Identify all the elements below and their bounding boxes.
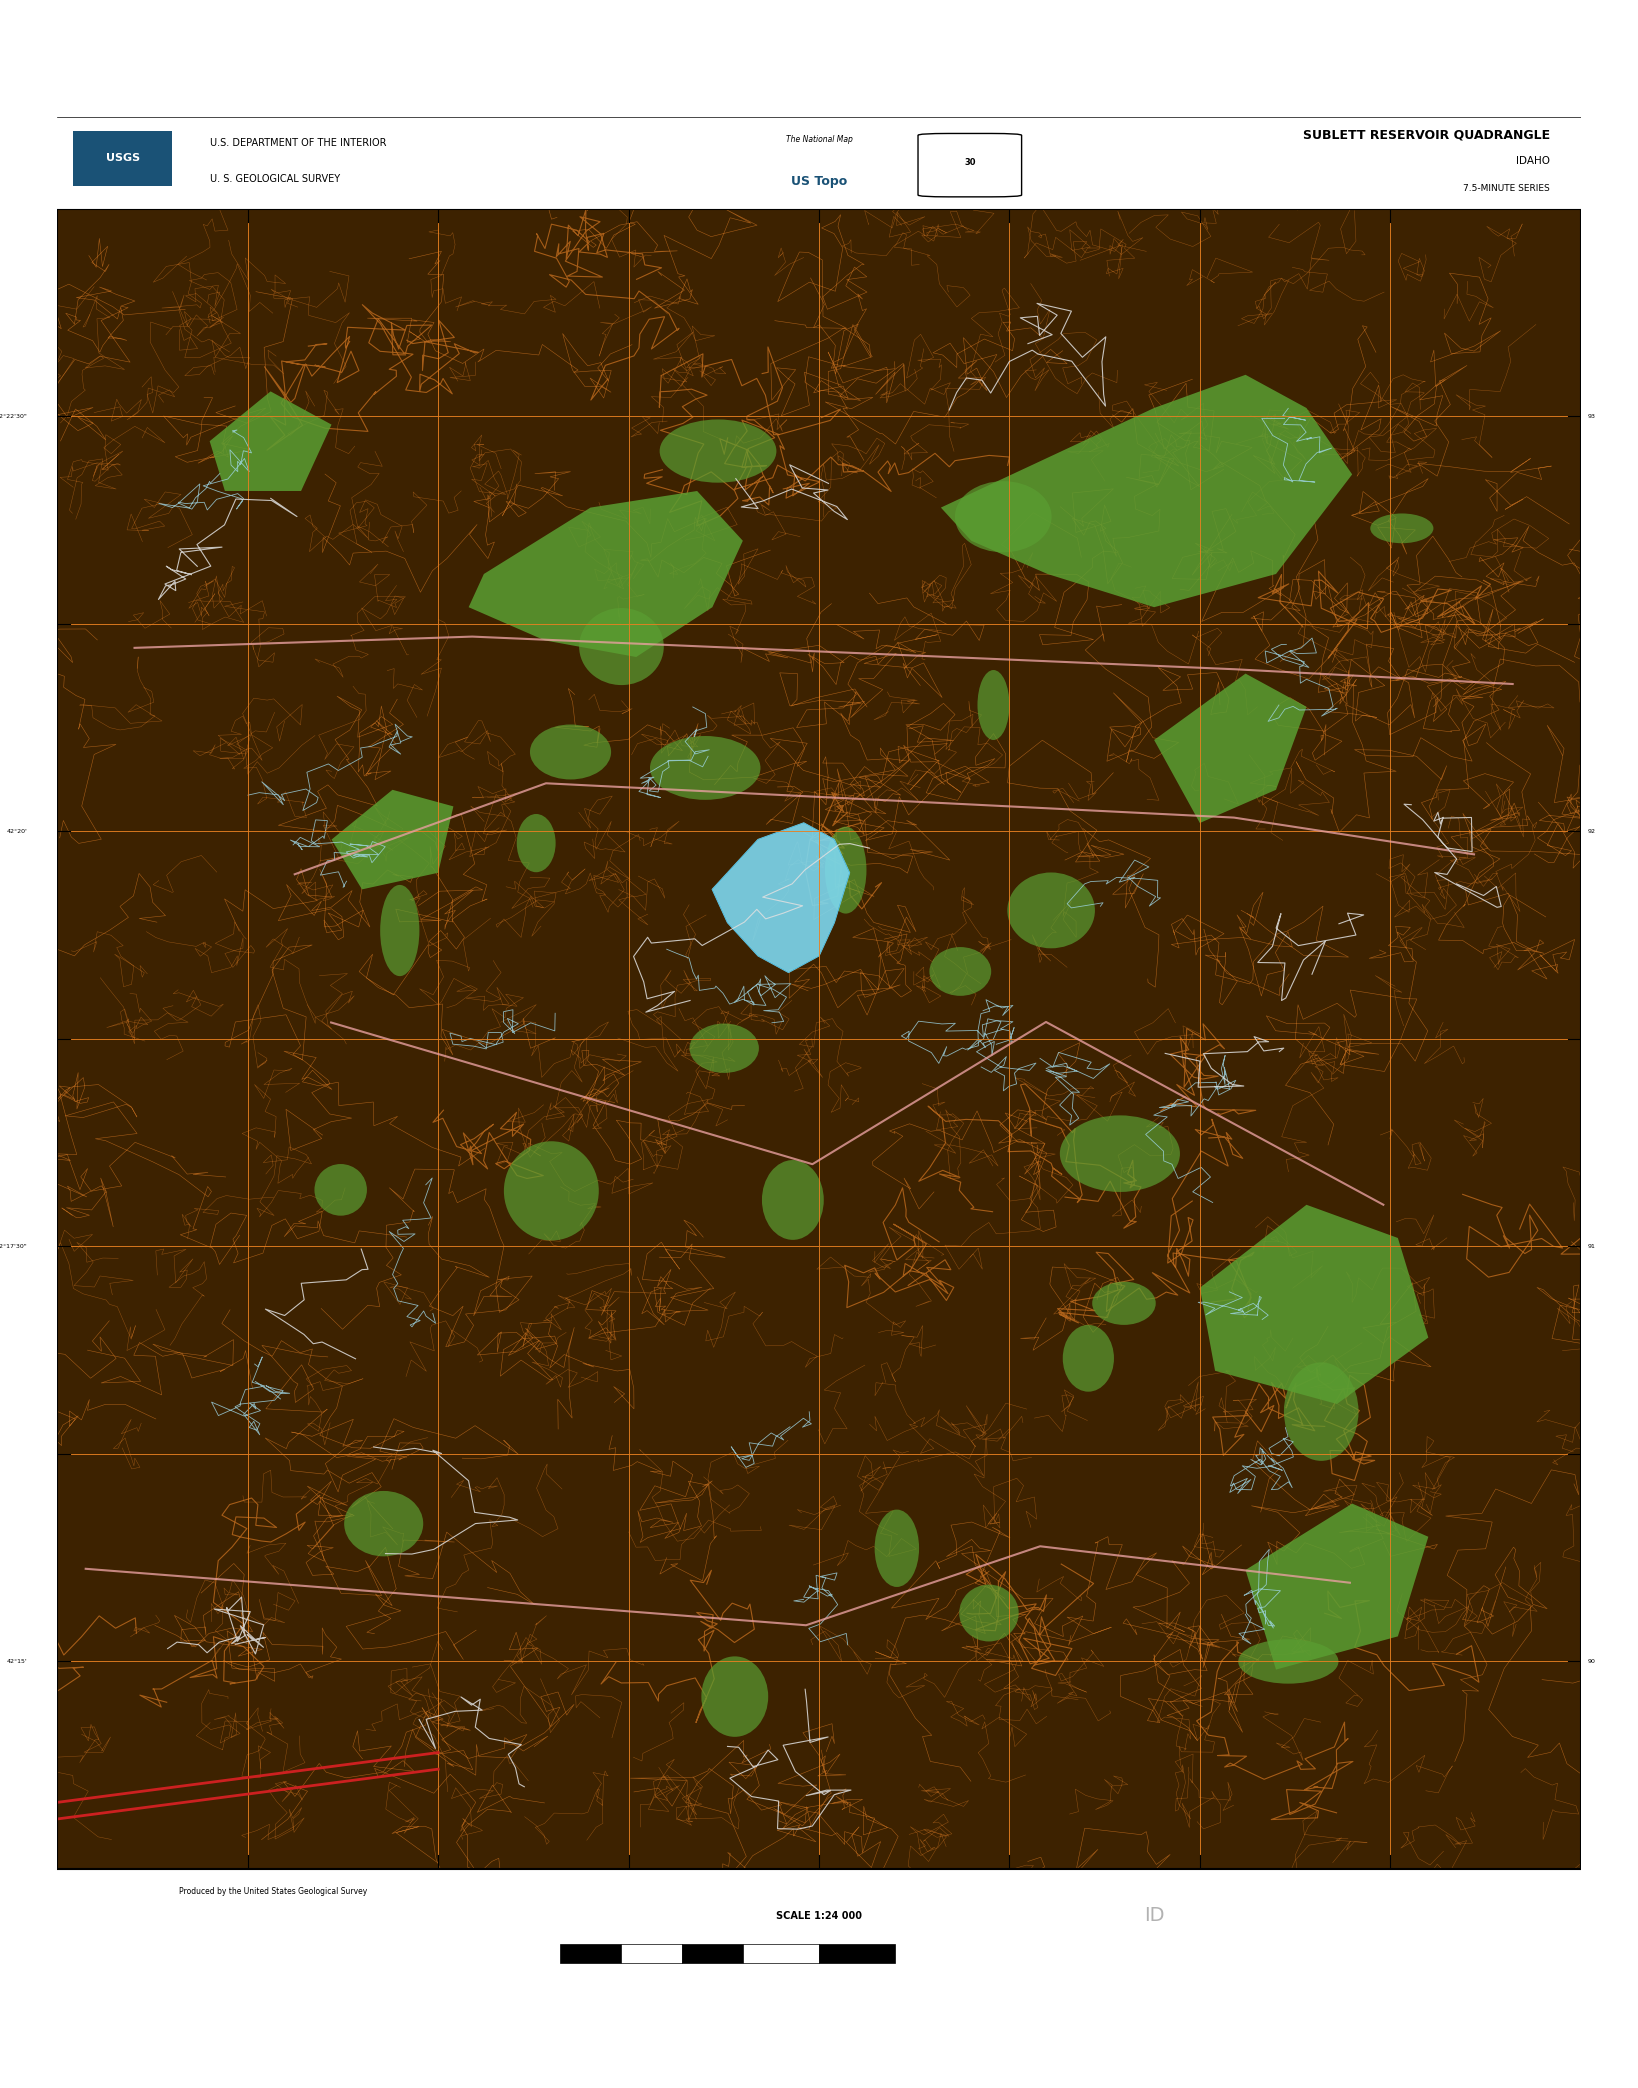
Text: 42°20': 42°20' (7, 829, 28, 833)
Polygon shape (468, 491, 742, 658)
Polygon shape (210, 390, 331, 491)
Text: The National Map: The National Map (786, 136, 852, 144)
Ellipse shape (314, 1163, 367, 1215)
Text: ID: ID (1143, 1906, 1165, 1925)
Ellipse shape (380, 885, 419, 977)
Text: 42°15': 42°15' (7, 1658, 28, 1664)
Text: IDAHO: IDAHO (1517, 157, 1550, 167)
Ellipse shape (826, 827, 867, 915)
FancyBboxPatch shape (917, 134, 1022, 196)
Ellipse shape (516, 814, 555, 873)
Text: 7.5-MINUTE SERIES: 7.5-MINUTE SERIES (1463, 184, 1550, 192)
Ellipse shape (701, 1656, 768, 1737)
Polygon shape (1155, 674, 1307, 823)
Text: USGS: USGS (106, 152, 139, 163)
Ellipse shape (531, 725, 611, 779)
Ellipse shape (762, 1161, 824, 1240)
Text: SUBLETT RESERVOIR QUADRANGLE: SUBLETT RESERVOIR QUADRANGLE (1304, 129, 1550, 142)
Polygon shape (1245, 1503, 1428, 1670)
Ellipse shape (580, 608, 663, 685)
Bar (681, 1944, 744, 1963)
Ellipse shape (1093, 1282, 1156, 1326)
Ellipse shape (1284, 1361, 1358, 1462)
Text: Produced by the United States Geological Survey: Produced by the United States Geological… (179, 1888, 367, 1896)
Ellipse shape (1007, 873, 1094, 948)
Polygon shape (1199, 1205, 1428, 1403)
Ellipse shape (505, 1142, 600, 1240)
Polygon shape (713, 823, 850, 973)
Polygon shape (331, 789, 454, 889)
Ellipse shape (960, 1585, 1019, 1641)
Text: 91: 91 (1587, 1244, 1595, 1249)
Text: 93: 93 (1587, 413, 1595, 420)
Text: 42°22'30": 42°22'30" (0, 413, 28, 420)
Bar (621, 1944, 681, 1963)
Text: U.S. DEPARTMENT OF THE INTERIOR: U.S. DEPARTMENT OF THE INTERIOR (210, 138, 387, 148)
Ellipse shape (660, 420, 776, 482)
Bar (560, 1944, 621, 1963)
Ellipse shape (955, 480, 1052, 553)
Text: SCALE 1:24 000: SCALE 1:24 000 (776, 1911, 862, 1921)
Polygon shape (940, 376, 1351, 608)
Ellipse shape (1238, 1639, 1338, 1683)
Text: 42°17'30": 42°17'30" (0, 1244, 28, 1249)
Bar (742, 1944, 819, 1963)
Text: 30: 30 (965, 159, 976, 167)
Ellipse shape (929, 948, 991, 996)
Bar (819, 1944, 894, 1963)
Ellipse shape (690, 1023, 758, 1073)
Ellipse shape (1060, 1115, 1179, 1192)
Ellipse shape (875, 1510, 919, 1587)
Text: 90: 90 (1587, 1658, 1595, 1664)
Ellipse shape (1371, 514, 1433, 543)
Ellipse shape (344, 1491, 423, 1556)
FancyBboxPatch shape (72, 132, 172, 186)
Ellipse shape (650, 735, 760, 800)
Text: US Topo: US Topo (791, 175, 847, 188)
Ellipse shape (1063, 1326, 1114, 1393)
Ellipse shape (978, 670, 1009, 739)
Text: 92: 92 (1587, 829, 1595, 833)
Text: U. S. GEOLOGICAL SURVEY: U. S. GEOLOGICAL SURVEY (210, 175, 339, 184)
